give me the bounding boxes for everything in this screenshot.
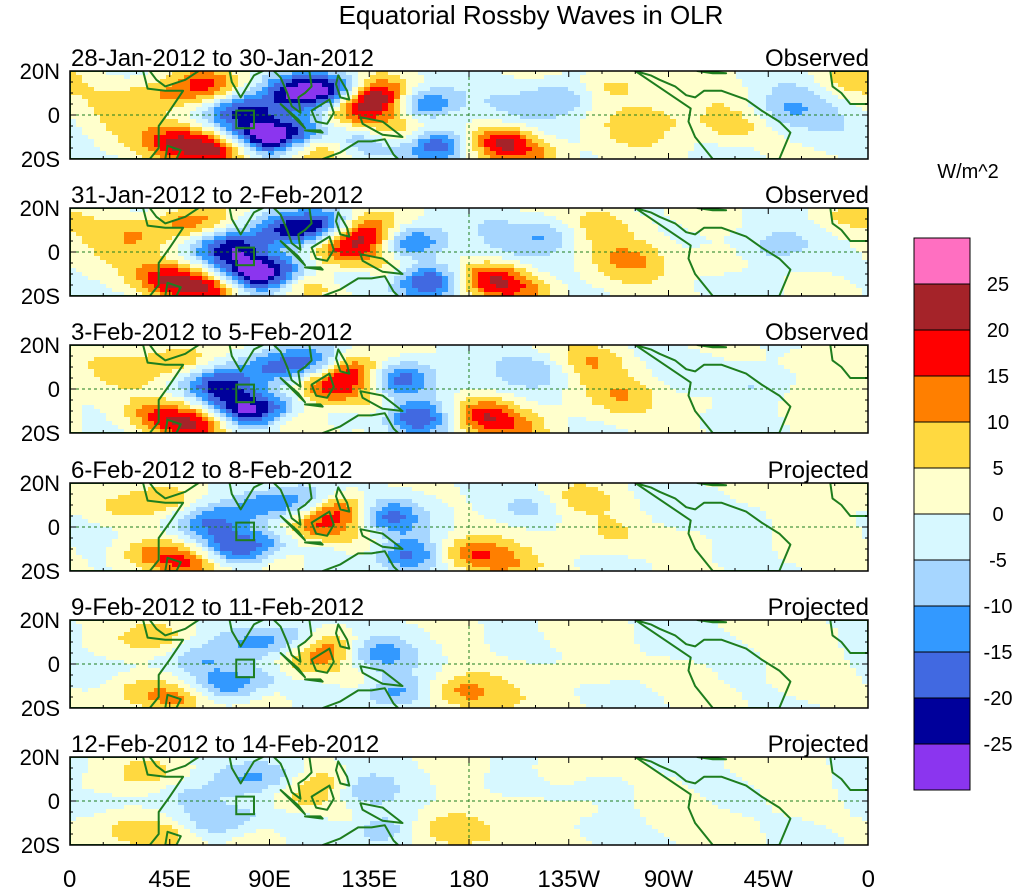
lon-tick-label: 180 [449,866,489,890]
panel-4: 20N 0 20S 6-Feb-2012 to 8-Feb-2012 Projected [20,457,869,584]
colorbar-swatch [913,697,971,745]
colorbar-label: 0 [992,504,1003,526]
lat-tick-label: 20S [21,559,60,584]
olr-field [70,483,868,571]
panel-3: 20N 0 20S 3-Feb-2012 to 5-Feb-2012 Observed [20,319,869,446]
colorbar-swatch [913,375,971,423]
olr-field [70,71,868,159]
panel-type-label: Observed [765,45,869,72]
region-box [235,109,255,130]
region-box [235,795,255,816]
longitude-axis: 0 45E 90E 135E 180 135W 90W 45W 0 [63,866,875,890]
panel-date-range: 6-Feb-2012 to 8-Feb-2012 [71,457,353,484]
colorbar-label: -15 [984,642,1013,664]
lat-tick-label: 20S [21,833,60,858]
lat-tick-label: 0 [48,515,60,540]
region-box [235,658,255,679]
lat-tick-label: 20N [20,745,60,770]
panel-type-label: Projected [768,457,869,484]
panel-date-range: 12-Feb-2012 to 14-Feb-2012 [71,731,379,758]
panel-date-range: 28-Jan-2012 to 30-Jan-2012 [71,45,374,72]
colorbar-swatch [913,421,971,469]
colorbar: W/m^2 25 20 15 10 5 0 -5 -10 -15 -20 -25 [913,161,1013,791]
lat-tick-label: 0 [48,103,60,128]
colorbar-label: 10 [987,412,1009,434]
colorbar-swatch [913,467,971,515]
colorbar-label: 20 [987,320,1009,342]
lon-tick-label: 135E [341,866,397,890]
lat-tick-label: 20N [20,471,60,496]
lat-tick-label: 20N [20,59,60,84]
panels: 20N 0 20S 28-Jan-2012 to 30-Jan-2012 Observe… [20,45,869,858]
colorbar-label: -25 [984,734,1013,756]
colorbar-label: -5 [989,550,1007,572]
colorbar-label: -20 [984,688,1013,710]
coastlines [70,757,868,845]
colorbar-label: 5 [992,458,1003,480]
panel-date-range: 9-Feb-2012 to 11-Feb-2012 [71,594,364,621]
panel-5: 20N 0 20S 9-Feb-2012 to 11-Feb-2012 Projecte… [20,594,869,721]
colorbar-label: 15 [987,366,1009,388]
colorbar-swatch [913,651,971,699]
coastlines [70,620,868,708]
colorbar-swatch [913,237,971,285]
colorbar-units: W/m^2 [937,161,999,183]
panel-type-label: Projected [768,731,869,758]
colorbar-label: 25 [987,274,1009,296]
lon-tick-label: 0 [63,866,76,890]
colorbar-swatch [913,283,971,331]
lat-tick-label: 0 [48,652,60,677]
panel-type-label: Projected [768,594,869,621]
colorbar-swatch [913,559,971,607]
panel-1: 20N 0 20S 28-Jan-2012 to 30-Jan-2012 Observe… [20,45,869,172]
colorbar-swatch [913,329,971,377]
colorbar-swatch [913,605,971,653]
panel-date-range: 31-Jan-2012 to 2-Feb-2012 [71,182,363,209]
panel-6: 20N 0 20S 12-Feb-2012 to 14-Feb-2012 Project… [20,731,869,858]
lon-tick-label: 90W [644,866,694,890]
lat-tick-label: 20S [21,421,60,446]
lon-tick-label: 0 [862,866,875,890]
region-box [235,521,255,542]
chart-title: Equatorial Rossby Waves in OLR [339,0,724,30]
panel-date-range: 3-Feb-2012 to 5-Feb-2012 [71,319,353,346]
lat-tick-label: 20S [21,696,60,721]
lat-tick-label: 20S [21,284,60,309]
region-box [235,383,255,404]
region-box [235,246,255,267]
panel-type-label: Observed [765,182,869,209]
lat-tick-label: 20N [20,608,60,633]
lon-tick-label: 45E [148,866,191,890]
colorbar-swatch [913,513,971,561]
lat-tick-label: 20S [21,147,60,172]
lat-tick-label: 0 [48,377,60,402]
panel-2: 20N 0 20S 31-Jan-2012 to 2-Feb-2012 Observed [20,182,869,309]
lat-tick-label: 0 [48,789,60,814]
lon-tick-label: 90E [248,866,291,890]
lat-tick-label: 20N [20,196,60,221]
colorbar-label: -10 [984,596,1013,618]
lon-tick-label: 45W [744,866,794,890]
lat-tick-label: 0 [48,240,60,265]
colorbar-swatch [913,743,971,791]
lon-tick-label: 135W [537,866,600,890]
panel-type-label: Observed [765,319,869,346]
lat-tick-label: 20N [20,333,60,358]
